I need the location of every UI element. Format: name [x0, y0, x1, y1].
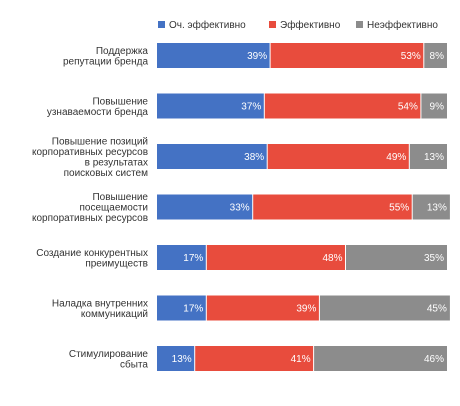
category-label: Стимулирование сбыта	[69, 349, 149, 371]
category-label: Повышение узнаваемости бренда	[47, 96, 149, 118]
category-label: Повышение посещаемости корпоративных ресур…	[32, 192, 148, 224]
bar-segment	[157, 43, 271, 68]
data-label: 46%	[424, 354, 444, 365]
data-label: 55%	[389, 203, 409, 214]
bar-segment	[319, 295, 450, 321]
bar-segment	[206, 295, 320, 321]
bar-segment	[267, 144, 410, 169]
category-labels: Поддержка репутации бренда Повышение узнава…	[32, 46, 148, 371]
data-label: 17%	[183, 304, 203, 315]
legend-label: Эффективно	[280, 19, 341, 31]
category-label: Создание конкурентных преимуществ	[36, 248, 148, 270]
bar-segment	[157, 194, 253, 220]
data-label: 17%	[183, 253, 203, 264]
data-label: 53%	[401, 51, 421, 62]
category-label: Поддержка репутации бренда	[63, 46, 148, 68]
data-label: 54%	[398, 102, 418, 113]
data-label: 33%	[230, 203, 250, 214]
data-label: 35%	[424, 253, 444, 264]
legend-label: Оч. эффективно	[169, 19, 246, 31]
bar-segment	[264, 93, 421, 119]
bars	[157, 43, 450, 371]
bar-segment	[157, 144, 268, 169]
legend-label: Неэффективно	[367, 19, 438, 31]
bar-segment	[157, 346, 195, 371]
bar-segment	[157, 245, 207, 270]
data-label: 13%	[427, 203, 447, 214]
data-label: 38%	[244, 152, 264, 163]
bar-segment	[206, 245, 346, 270]
data-labels: 39% 53% 8% 37% 54% 9% 38% 49% 13% 33% 55% 13% 17% 48%…	[172, 51, 447, 365]
data-label: 48%	[322, 253, 342, 264]
data-label: 39%	[247, 51, 267, 62]
bar-segment	[313, 346, 447, 371]
legend-swatch	[158, 21, 165, 28]
data-label: 49%	[386, 152, 406, 163]
bar-segment	[345, 245, 447, 270]
data-label: 8%	[430, 51, 445, 62]
data-label: 45%	[427, 304, 447, 315]
legend-swatch	[356, 21, 363, 28]
data-label: 39%	[296, 304, 316, 315]
bar-segment	[194, 346, 314, 371]
chart-legend: Оч. эффективно Эффективно Неэффективно	[158, 19, 438, 31]
data-label: 13%	[424, 152, 444, 163]
bar-segment	[420, 93, 447, 119]
data-label: 9%	[430, 102, 445, 113]
bar-segment	[409, 144, 447, 169]
data-label: 37%	[241, 102, 261, 113]
bar-segment	[270, 43, 424, 68]
data-label: 41%	[291, 354, 311, 365]
bar-segment	[252, 194, 413, 220]
data-label: 13%	[172, 354, 192, 365]
category-label: Повышение позиций корпоративных ресурсов в…	[32, 136, 148, 179]
bar-segment	[412, 194, 450, 220]
bar-segment	[157, 295, 207, 321]
bar-segment	[157, 93, 265, 119]
legend-swatch	[269, 21, 276, 28]
bar-segment	[423, 43, 447, 68]
category-label: Наладка внутренних коммуникаций	[52, 298, 148, 320]
